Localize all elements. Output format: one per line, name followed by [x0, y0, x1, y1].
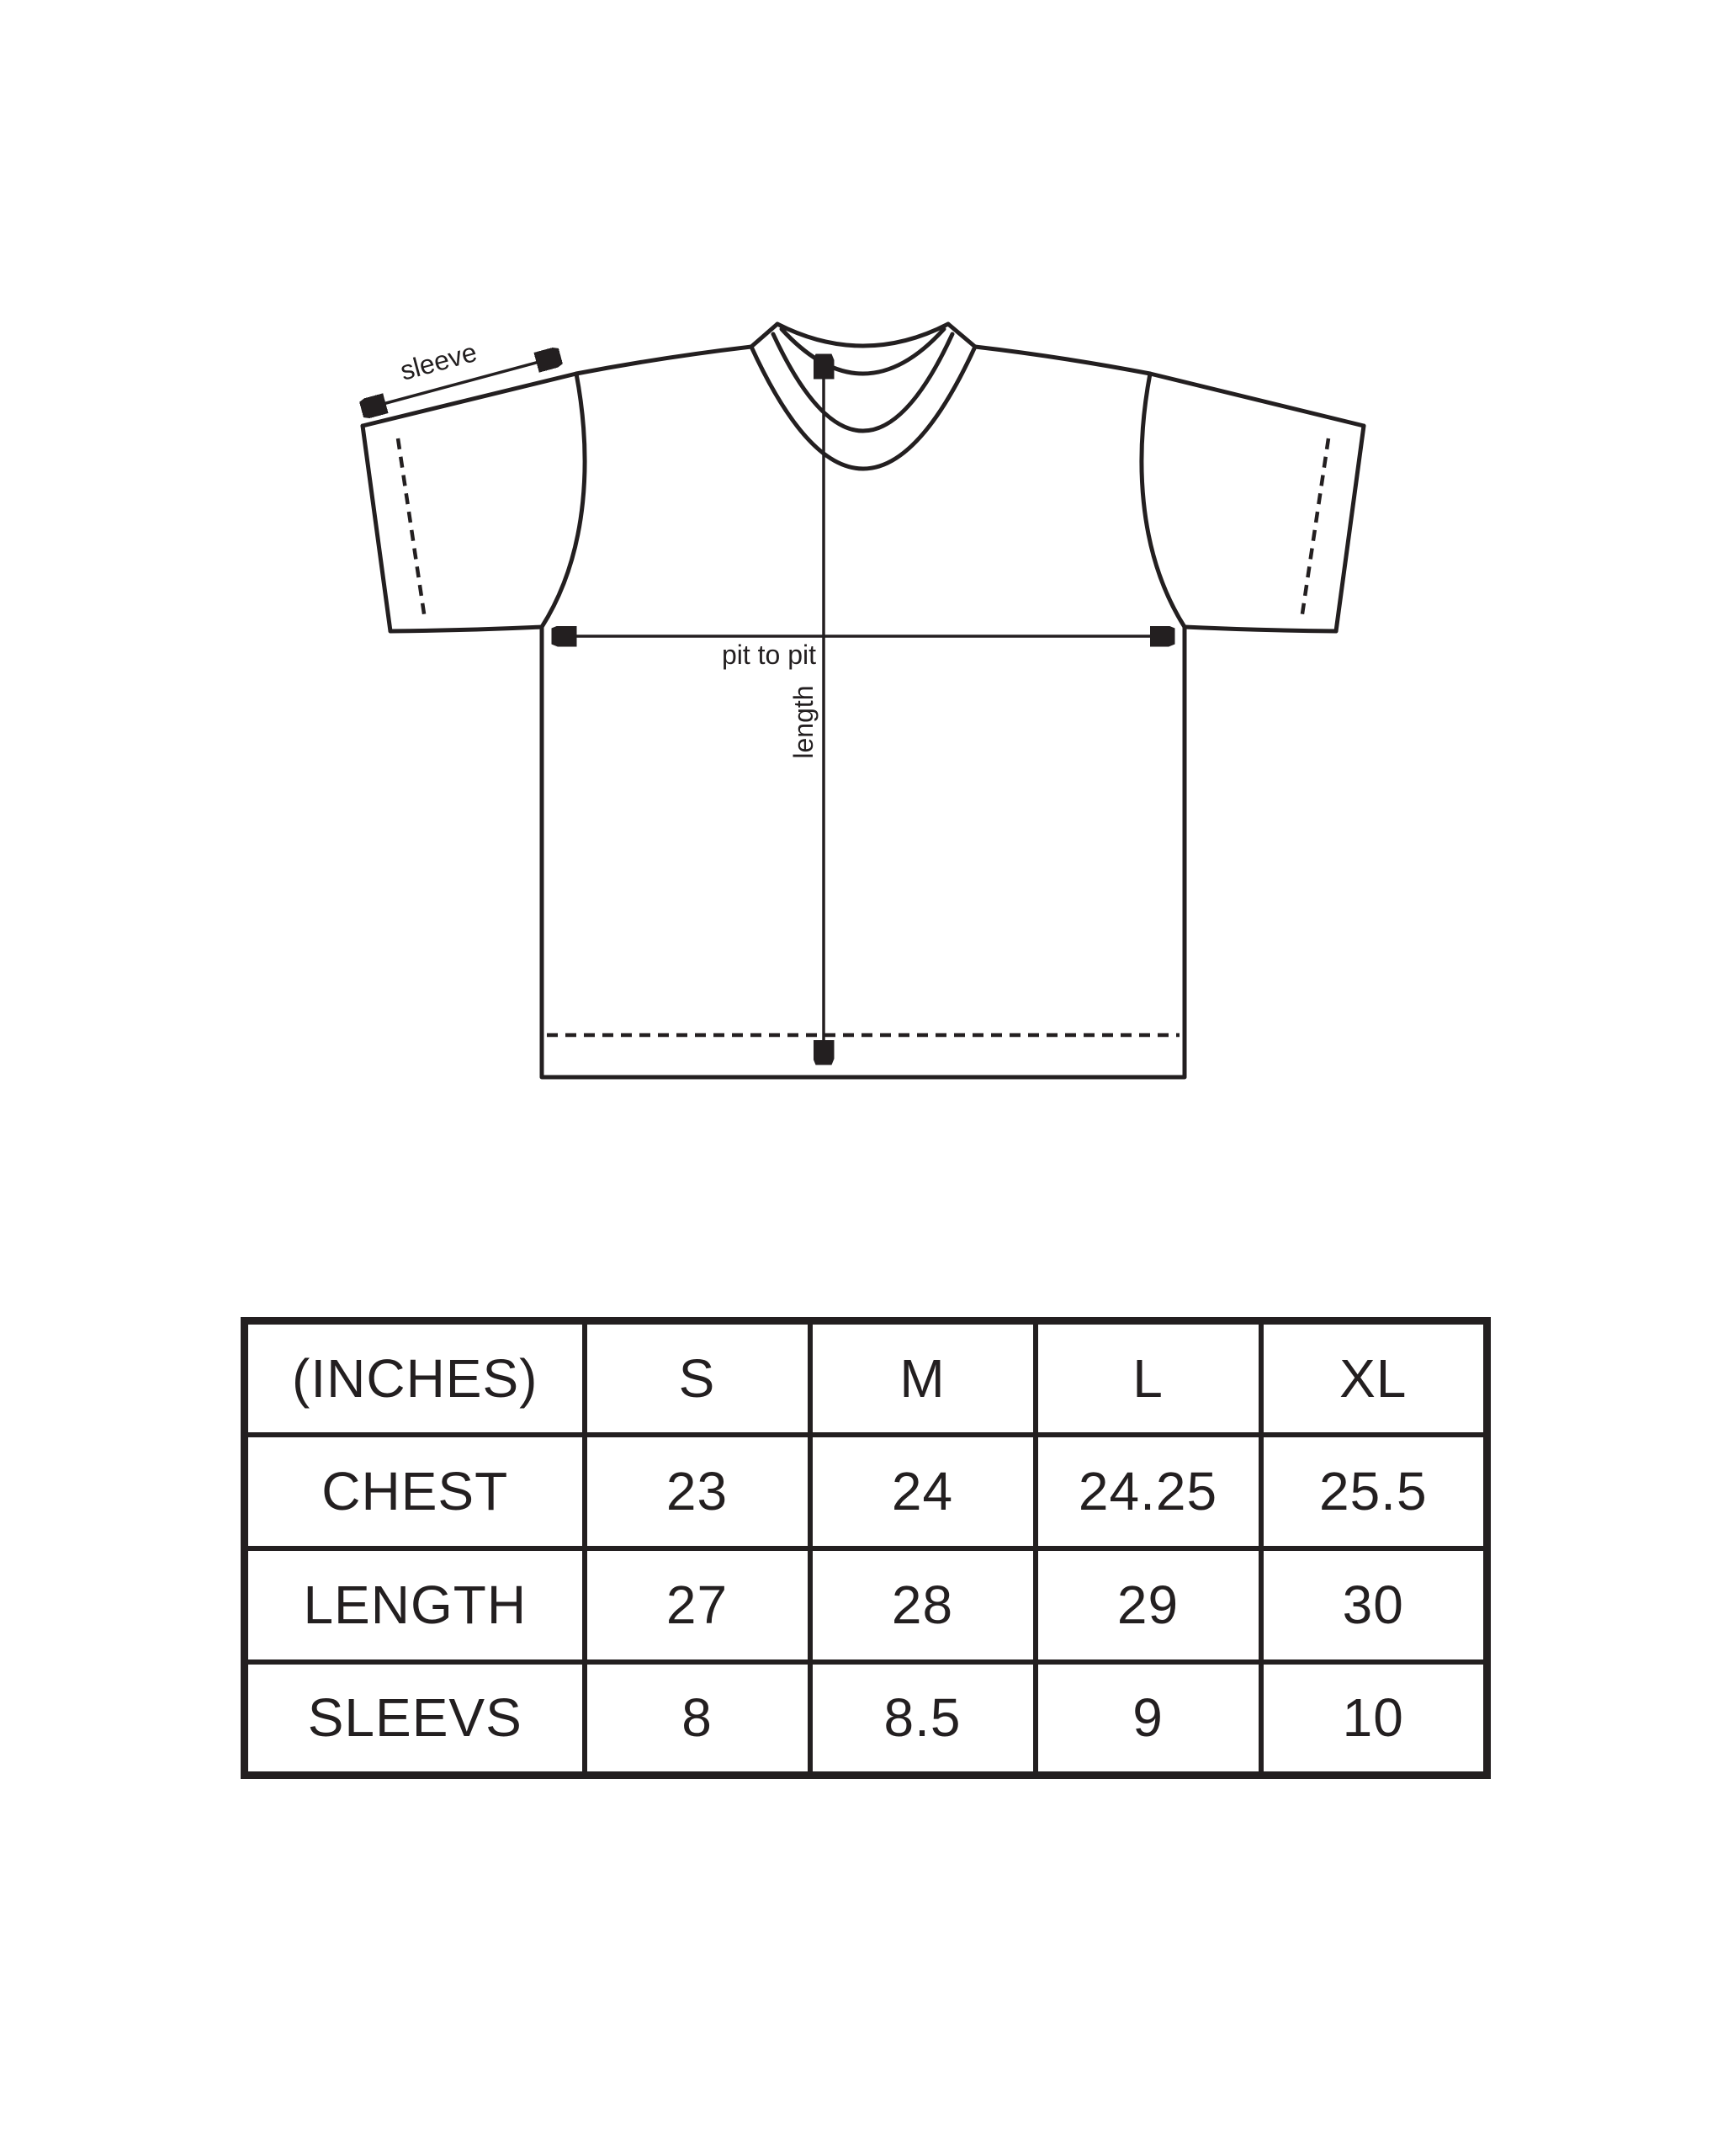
chest-row: CHEST 23 24 24.25 25.5	[241, 1431, 1490, 1551]
right-shoulder-sleeve-top-edge	[973, 344, 1366, 428]
length-value-m: 28	[807, 1545, 1038, 1665]
right-cuff-stitch-dashed-line	[1299, 438, 1331, 620]
length-value-s: 27	[581, 1545, 813, 1665]
right-armhole-seam	[1139, 371, 1187, 629]
body-outline	[539, 624, 1187, 1080]
chest-value-xl: 25.5	[1258, 1431, 1490, 1551]
size-header-l: L	[1032, 1318, 1264, 1437]
chest-row-label: CHEST	[241, 1431, 587, 1551]
chest-value-l: 24.25	[1032, 1431, 1264, 1551]
size-chart-table: (INCHES) S M L XL CHEST 23 24 24.25 25.5…	[241, 1317, 1491, 1779]
left-shoulder-sleeve-top-edge	[360, 344, 754, 428]
unit-header-cell: (INCHES)	[241, 1318, 587, 1437]
chest-value-s: 23	[581, 1431, 813, 1551]
sleeves-value-xl: 10	[1258, 1659, 1490, 1778]
right-cuff-edge	[1333, 423, 1366, 634]
sleeves-row: SLEEVS 8 8.5 9 10	[241, 1659, 1490, 1778]
size-header-xl: XL	[1258, 1318, 1490, 1437]
length-value-l: 29	[1032, 1545, 1264, 1665]
length-row-label: LENGTH	[241, 1545, 587, 1665]
collar-back-top-arc	[775, 321, 951, 348]
collar-left-peak-edge	[749, 321, 780, 349]
size-chart-header-row: (INCHES) S M L XL	[241, 1318, 1490, 1437]
tshirt-outline	[360, 321, 1366, 1080]
sleeves-value-s: 8	[581, 1659, 813, 1778]
size-header-s: S	[581, 1318, 813, 1437]
sleeves-value-l: 9	[1032, 1659, 1264, 1778]
measurement-annotations: sleeve pit to pit length	[364, 337, 1172, 1062]
pit-to-pit-label: pit to pit	[722, 640, 816, 670]
collar-back-bottom-arc	[779, 327, 946, 376]
chest-value-m: 24	[807, 1431, 1038, 1551]
sleeves-row-label: SLEEVS	[241, 1659, 587, 1778]
length-label: length	[788, 685, 819, 758]
sleeve-label: sleeve	[397, 337, 480, 386]
length-value-xl: 30	[1258, 1545, 1490, 1665]
size-header-m: M	[807, 1318, 1038, 1437]
right-sleeve-bottom-edge	[1182, 624, 1339, 634]
left-cuff-edge	[360, 423, 393, 634]
length-row: LENGTH 27 28 29 30	[241, 1545, 1490, 1665]
left-cuff-stitch-dashed-line	[395, 438, 427, 620]
collar-outer-arc	[749, 344, 978, 471]
left-sleeve-bottom-edge	[388, 624, 544, 634]
collar-right-peak-edge	[946, 321, 978, 349]
collar-rib-seam-arc	[771, 332, 955, 433]
left-armhole-seam	[539, 371, 587, 629]
sleeves-value-m: 8.5	[807, 1659, 1038, 1778]
sleeve-measure-arrow	[364, 357, 558, 409]
